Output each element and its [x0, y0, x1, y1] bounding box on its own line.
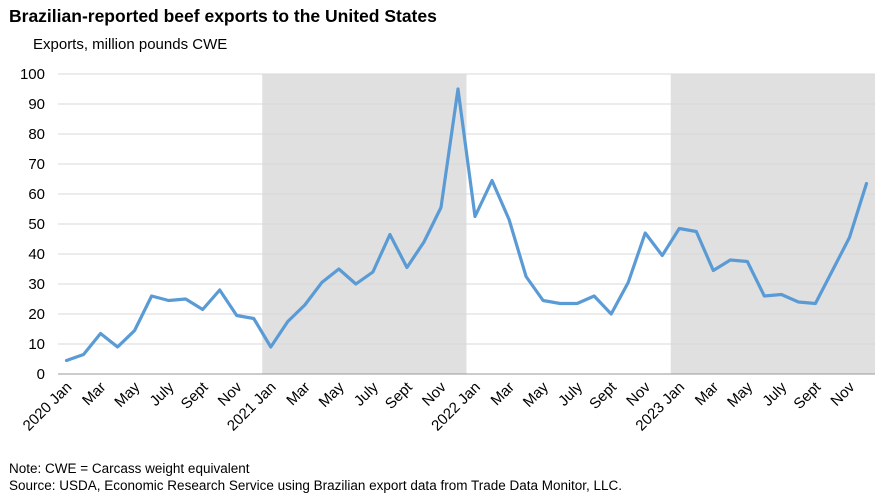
data-point	[661, 254, 664, 257]
x-tick-label: Nov	[827, 378, 858, 409]
data-point	[575, 302, 579, 305]
data-point	[558, 302, 562, 305]
data-point	[371, 270, 375, 274]
x-tick-label: Mar	[79, 379, 109, 409]
data-point	[82, 353, 85, 356]
x-tick-label: July	[147, 378, 178, 409]
chart-title: Brazilian-reported beef exports to the U…	[9, 6, 437, 26]
data-point	[99, 332, 102, 335]
y-axis-ticks: 0 10 20 30 40 50 60 70 80 90 100	[20, 66, 45, 383]
data-point	[167, 299, 170, 302]
data-point	[201, 308, 204, 311]
y-tick-label: 0	[37, 366, 45, 383]
data-point	[780, 293, 783, 296]
x-tick-label: July	[759, 378, 790, 409]
x-tick-label: Sept	[586, 378, 620, 412]
y-tick-label: 80	[28, 126, 45, 143]
y-tick-label: 40	[28, 246, 45, 263]
data-point	[116, 345, 119, 349]
x-tick-label: May	[111, 378, 143, 410]
data-point	[320, 281, 324, 284]
data-point	[814, 302, 817, 305]
data-point	[797, 300, 800, 304]
chart-source: Source: USDA, Economic Research Service …	[9, 478, 623, 493]
data-point	[133, 329, 136, 332]
data-point	[218, 288, 221, 292]
y-tick-label: 100	[20, 66, 45, 83]
data-point	[695, 230, 698, 233]
data-point	[763, 294, 766, 298]
y-tick-label: 60	[28, 186, 45, 203]
data-point	[729, 258, 732, 262]
data-point	[626, 281, 630, 284]
data-point	[388, 233, 392, 236]
y-tick-label: 50	[28, 216, 45, 233]
x-tick-label: Mar	[692, 379, 722, 409]
y-tick-label: 30	[28, 276, 45, 293]
data-point	[678, 227, 681, 230]
data-point	[337, 267, 341, 271]
data-point	[439, 206, 443, 209]
data-point	[712, 269, 715, 272]
data-point	[541, 299, 545, 302]
data-point	[848, 236, 851, 239]
x-tick-label: Mar	[488, 379, 518, 409]
data-point	[150, 294, 153, 298]
y-tick-label: 70	[28, 156, 45, 173]
x-tick-label: Sept	[382, 378, 416, 412]
series-line	[64, 87, 869, 363]
data-point	[609, 312, 613, 316]
data-point	[746, 260, 749, 263]
data-point	[303, 303, 307, 307]
data-point	[490, 179, 494, 182]
y-tick-label: 90	[28, 96, 45, 113]
gridlines	[58, 73, 875, 375]
data-point	[473, 215, 477, 218]
data-point	[269, 345, 272, 349]
data-point	[235, 314, 238, 317]
x-tick-label: July	[555, 378, 586, 409]
x-tick-label: May	[724, 378, 756, 410]
x-tick-label: Mar	[283, 379, 313, 409]
data-point	[524, 275, 528, 278]
data-point	[422, 240, 426, 244]
data-point	[456, 87, 460, 91]
x-tick-label: May	[316, 378, 348, 410]
x-tick-label: Sept	[178, 378, 212, 412]
data-point	[592, 294, 596, 298]
x-tick-label: May	[520, 378, 552, 410]
y-tick-label: 20	[28, 306, 45, 323]
data-point	[507, 218, 511, 221]
x-tick-label: 2020 Jan	[20, 379, 76, 435]
x-tick-label: July	[351, 378, 382, 409]
data-point	[865, 182, 868, 185]
data-point	[354, 282, 358, 286]
data-point	[405, 266, 409, 269]
data-point	[65, 359, 68, 362]
data-point	[831, 269, 834, 272]
data-point	[252, 317, 255, 320]
chart-subtitle: Exports, million pounds CWE	[33, 36, 228, 53]
data-point	[286, 320, 289, 323]
x-tick-label: Sept	[790, 378, 824, 412]
series-group	[64, 87, 869, 363]
data-point	[184, 297, 187, 301]
chart-note: Note: CWE = Carcass weight equivalent	[9, 461, 250, 476]
data-point	[644, 231, 647, 235]
y-tick-label: 10	[28, 336, 45, 353]
